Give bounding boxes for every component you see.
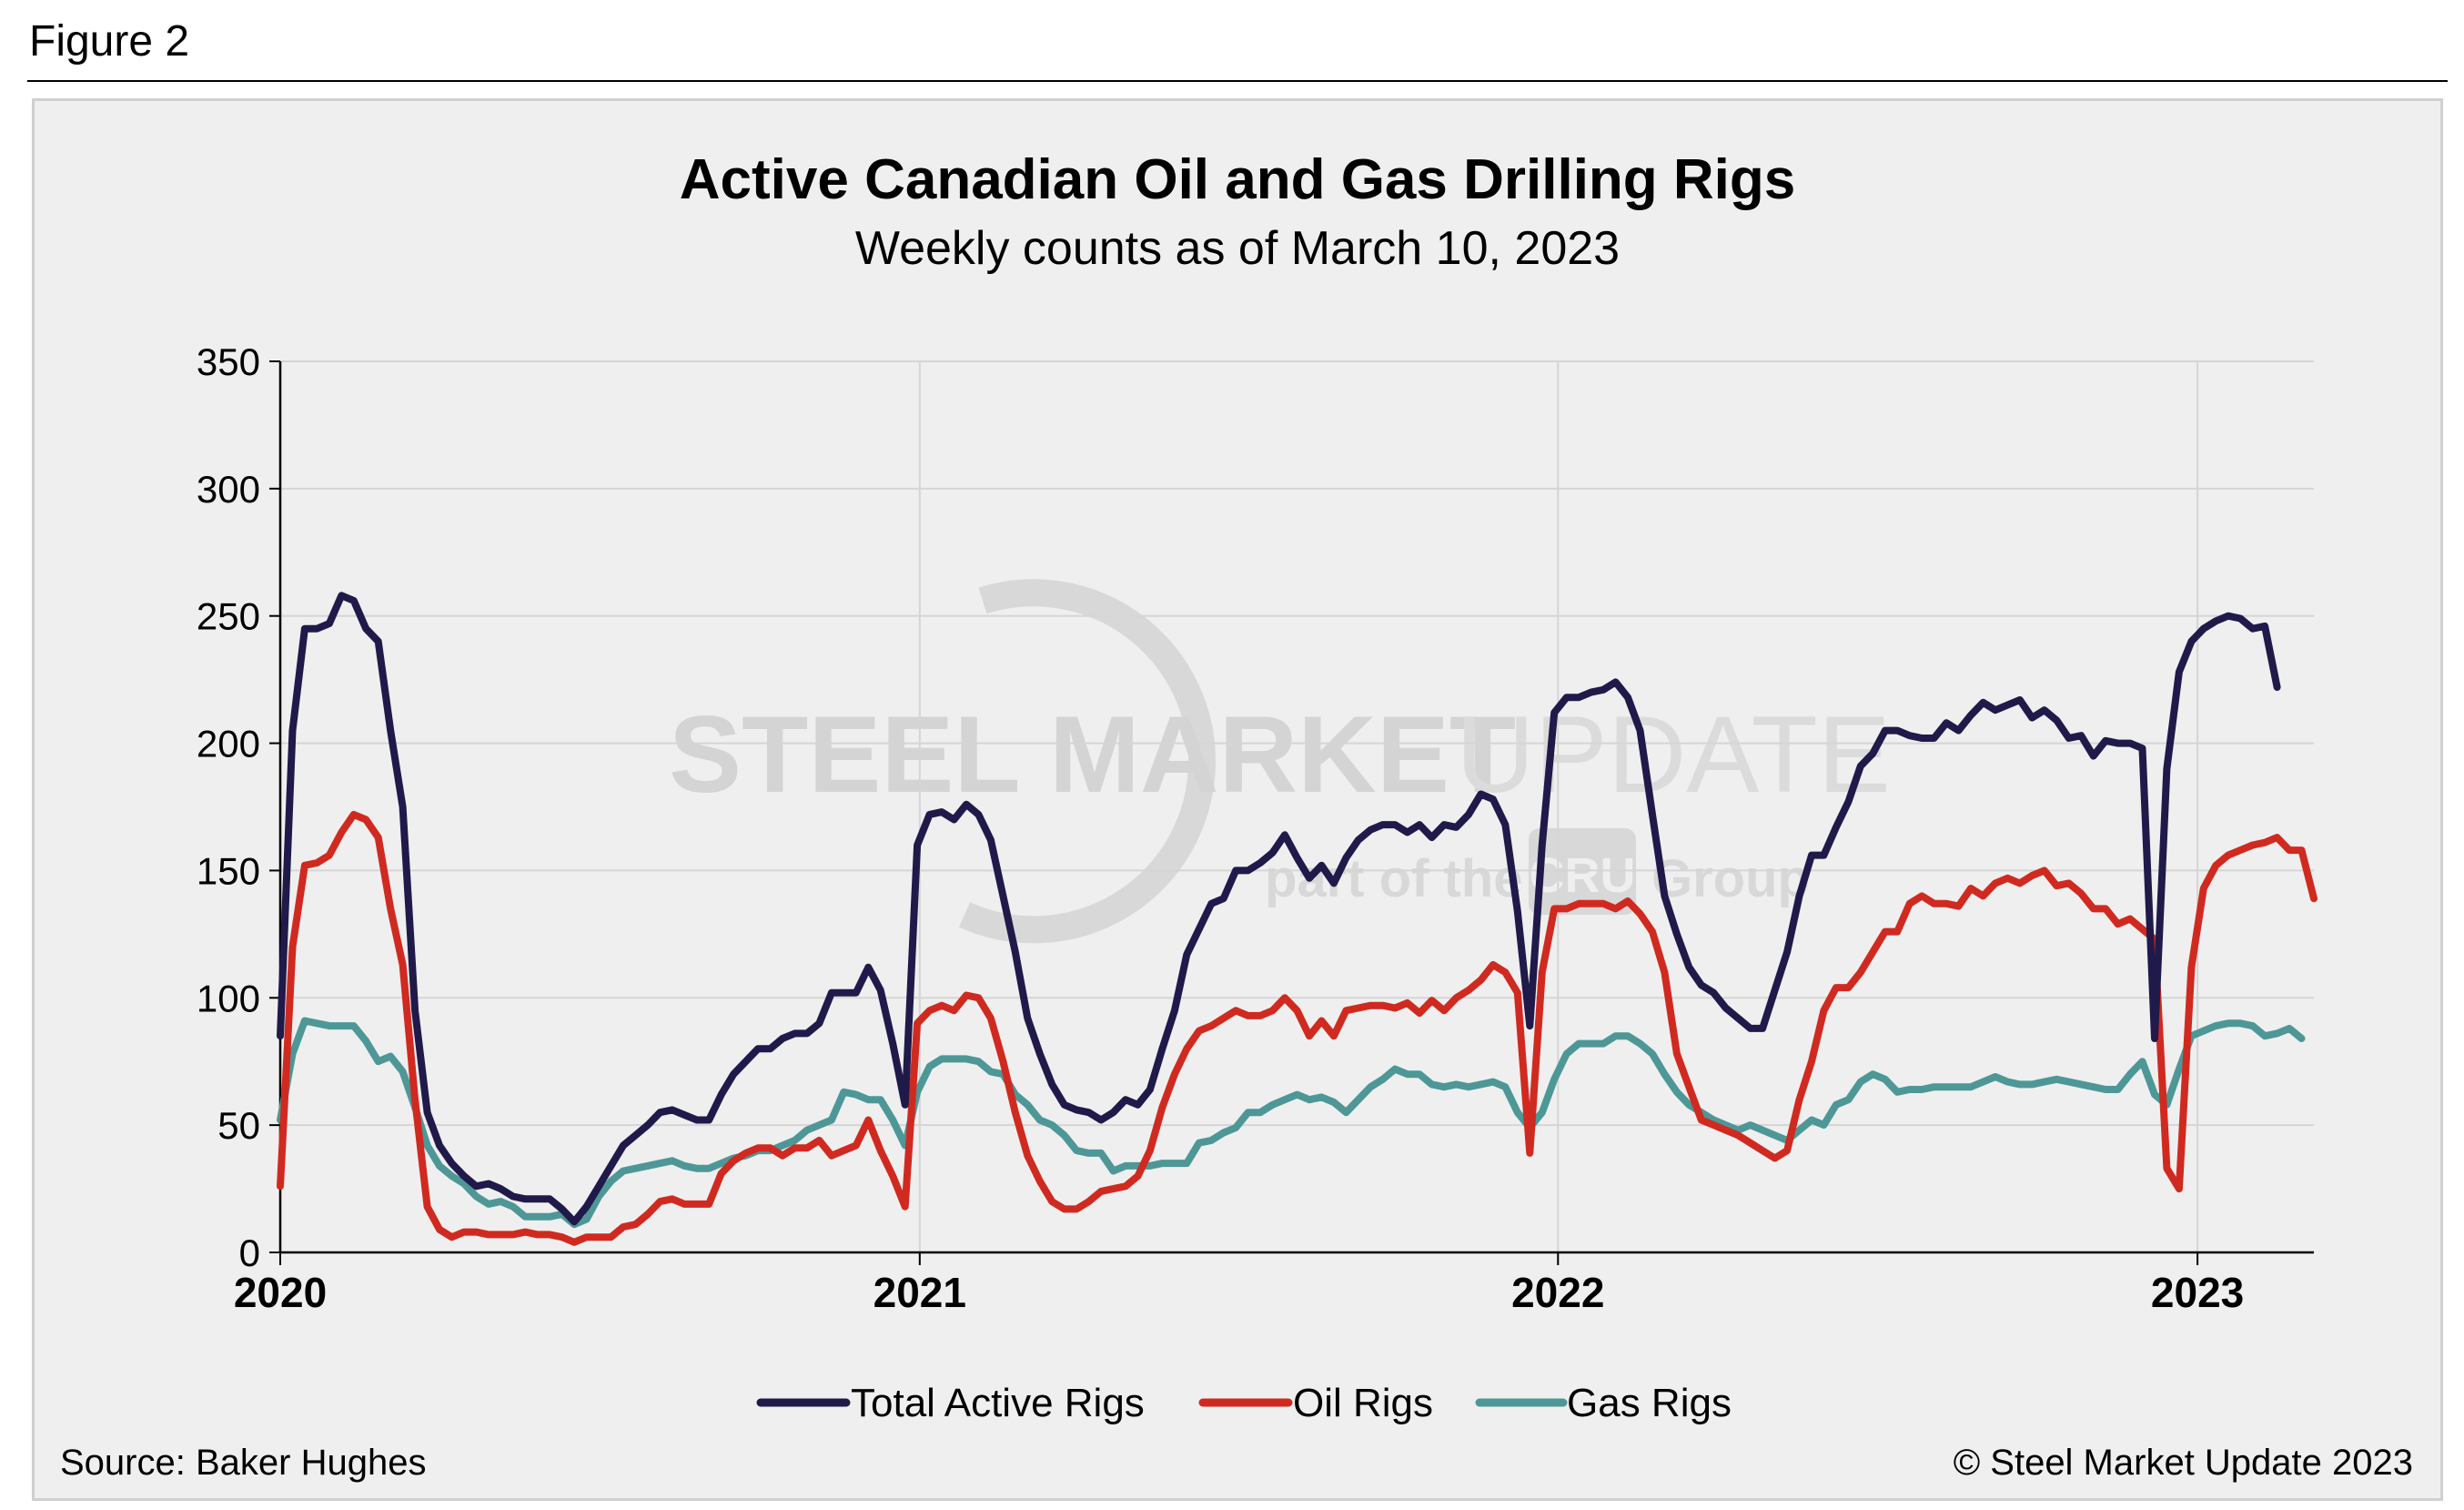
figure-divider (27, 80, 2448, 82)
watermark: STEEL MARKET UPDATE part of the CRU Grou… (669, 579, 1891, 944)
x-tick-label-2020: 2020 (234, 1269, 327, 1316)
watermark-swoosh (958, 579, 1216, 944)
series-line-total (277, 592, 2281, 1226)
y-tick-label-200: 200 (197, 723, 260, 765)
watermark-part-of-the: part of the (1265, 849, 1523, 908)
y-axis: 0 50 100 150 200 250 300 350 (197, 340, 282, 1274)
series-line-gas (277, 1017, 2306, 1229)
watermark-cru-box (1529, 828, 1636, 915)
y-tick-label-0: 0 (239, 1231, 260, 1274)
y-tick-label-300: 300 (197, 468, 260, 511)
x-tick-label-2023: 2023 (2151, 1269, 2244, 1316)
legend-label-gas: Gas Rigs (1567, 1381, 1732, 1425)
x-axis: 2020 2021 2022 2023 (234, 1251, 2314, 1316)
watermark-cru: CRU (1530, 848, 1636, 903)
watermark-group: Group (1651, 849, 1810, 908)
legend: Total Active Rigs Oil Rigs Gas Rigs (756, 1381, 1732, 1425)
y-tick-label-150: 150 (197, 849, 260, 892)
y-tick-label-100: 100 (197, 977, 260, 1019)
watermark-update: UPDATE (1456, 694, 1891, 816)
legend-label-oil: Oil Rigs (1293, 1381, 1433, 1425)
chart-subtitle: Weekly counts as of March 10, 2023 (855, 222, 1620, 275)
gridlines (280, 360, 2314, 1252)
y-tick-label-250: 250 (197, 595, 260, 638)
figure-label: Figure 2 (29, 17, 190, 66)
series-lines (277, 592, 2318, 1246)
chart-panel (32, 98, 2443, 1501)
source-note: Source: Baker Hughes (60, 1443, 426, 1483)
y-tick-label-350: 350 (197, 340, 260, 383)
x-tick-label-2021: 2021 (874, 1269, 966, 1316)
chart-title: Active Canadian Oil and Gas Drilling Rig… (680, 148, 1796, 211)
watermark-steel-market: STEEL MARKET (669, 694, 1516, 816)
y-tick-label-50: 50 (217, 1104, 260, 1147)
legend-label-total: Total Active Rigs (851, 1381, 1145, 1425)
x-tick-label-2022: 2022 (1511, 1269, 1604, 1316)
series-line-oil (277, 810, 2318, 1246)
copyright-note: © Steel Market Update 2023 (1954, 1443, 2413, 1483)
